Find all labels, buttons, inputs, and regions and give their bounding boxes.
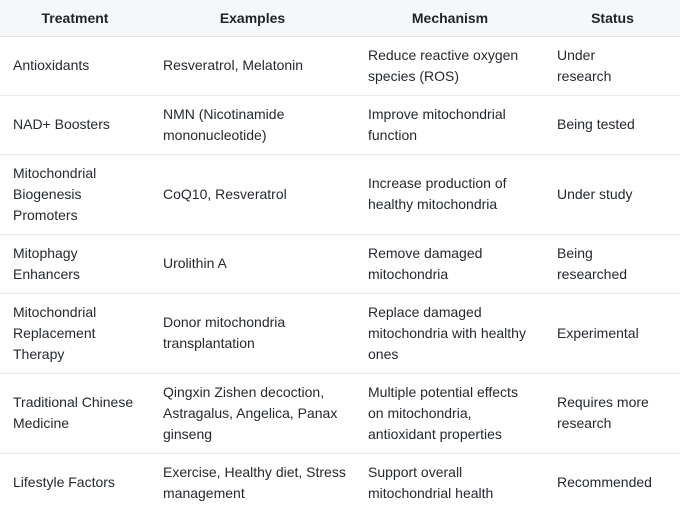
cell-treatment: Mitochondrial Biogenesis Promoters xyxy=(0,154,150,235)
cell-treatment: Mitophagy Enhancers xyxy=(0,234,150,294)
table-row: Mitophagy Enhancers Urolithin A Remove dam… xyxy=(0,234,680,294)
cell-examples: Urolithin A xyxy=(150,234,355,294)
cell-treatment: Lifestyle Factors xyxy=(0,453,150,508)
cell-mechanism: Improve mitochondrial function xyxy=(355,95,545,155)
column-header-mechanism: Mechanism xyxy=(355,0,545,37)
cell-mechanism: Reduce reactive oxygen species (ROS) xyxy=(355,36,545,96)
table-row: Traditional Chinese Medicine Qingxin Zish… xyxy=(0,373,680,454)
cell-status: Recommended xyxy=(545,453,680,508)
cell-treatment: Traditional Chinese Medicine xyxy=(0,373,150,454)
cell-status: Under study xyxy=(545,154,680,235)
table-row: NAD+ Boosters NMN (Nicotinamide mononucle… xyxy=(0,95,680,155)
cell-treatment: Mitochondrial Replacement Therapy xyxy=(0,293,150,374)
cell-mechanism: Multiple potential effects on mitochondr… xyxy=(355,373,545,454)
cell-status: Being researched xyxy=(545,234,680,294)
cell-examples: Resveratrol, Melatonin xyxy=(150,36,355,96)
cell-examples: CoQ10, Resveratrol xyxy=(150,154,355,235)
cell-mechanism: Increase production of healthy mitochond… xyxy=(355,154,545,235)
cell-examples: Qingxin Zishen decoction, Astragalus, An… xyxy=(150,373,355,454)
cell-mechanism: Replace damaged mitochondria with health… xyxy=(355,293,545,374)
cell-mechanism: Remove damaged mitochondria xyxy=(355,234,545,294)
table-header: Treatment Examples Mechanism Status xyxy=(0,0,680,37)
cell-examples: NMN (Nicotinamide mononucleotide) xyxy=(150,95,355,155)
table-row: Mitochondrial Biogenesis Promoters CoQ10,… xyxy=(0,154,680,235)
cell-treatment: Antioxidants xyxy=(0,36,150,96)
table-row: Mitochondrial Replacement Therapy Donor m… xyxy=(0,293,680,374)
column-header-examples: Examples xyxy=(150,0,355,37)
cell-examples: Donor mitochondria transplantation xyxy=(150,293,355,374)
table-body: Antioxidants Resveratrol, Melatonin Reduce… xyxy=(0,36,680,508)
table-row: Lifestyle Factors Exercise, Healthy diet,… xyxy=(0,453,680,508)
cell-status: Under research xyxy=(545,36,680,96)
cell-treatment: NAD+ Boosters xyxy=(0,95,150,155)
column-header-status: Status xyxy=(545,0,680,37)
cell-status: Requires more research xyxy=(545,373,680,454)
table-row: Antioxidants Resveratrol, Melatonin Reduce… xyxy=(0,36,680,96)
cell-status: Experimental xyxy=(545,293,680,374)
header-row: Treatment Examples Mechanism Status xyxy=(0,0,680,37)
cell-status: Being tested xyxy=(545,95,680,155)
column-header-treatment: Treatment xyxy=(0,0,150,37)
cell-mechanism: Support overall mitochondrial health xyxy=(355,453,545,508)
cell-examples: Exercise, Healthy diet, Stress managemen… xyxy=(150,453,355,508)
